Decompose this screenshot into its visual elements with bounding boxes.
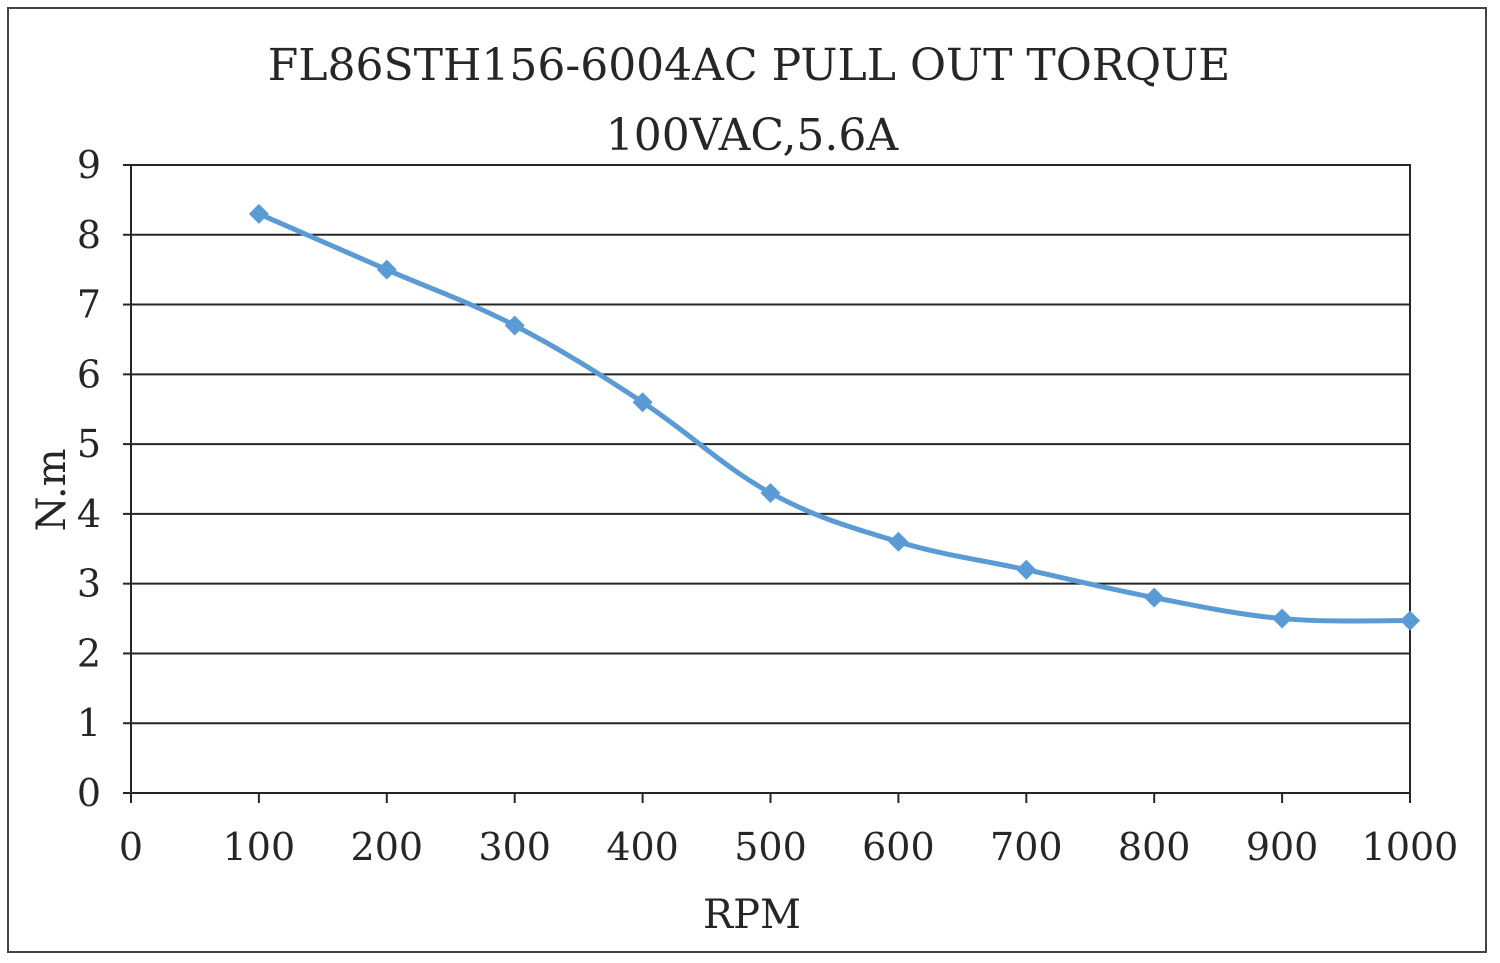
data-point-marker [888, 531, 909, 552]
x-tick-label: 0 [119, 825, 143, 869]
y-tick-label: 0 [77, 771, 101, 815]
y-axis-label: N.m [29, 448, 75, 531]
y-tick-label: 7 [77, 283, 101, 327]
x-tick-label: 400 [606, 825, 679, 869]
x-tick-label: 900 [1246, 825, 1319, 869]
gridlines [131, 233, 1410, 725]
y-tick-label: 8 [77, 213, 101, 257]
x-axis-label: RPM [703, 892, 801, 938]
x-tick-label: 200 [351, 825, 424, 869]
x-tick-label: 800 [1118, 825, 1191, 869]
y-tick-label: 3 [77, 562, 101, 606]
y-tick-label: 6 [77, 352, 101, 396]
y-tick-label: 9 [77, 143, 101, 187]
data-point-marker [1144, 587, 1165, 608]
series-line [256, 211, 1413, 624]
y-tick-label: 5 [77, 422, 101, 466]
x-tick-label: 1000 [1362, 825, 1459, 869]
data-point-marker [376, 259, 397, 280]
series-layer [248, 203, 1420, 631]
chart-title: FL86STH156-6004AC PULL OUT TORQUE [268, 40, 1231, 91]
plot-area [130, 164, 1411, 794]
axes: 0 1 2 3 4 5 6 7 8 9 0 100 200 300 400 500 600 700 800 900 10… [77, 143, 1459, 869]
x-tick-label: 700 [990, 825, 1063, 869]
x-tick-label: 500 [734, 825, 807, 869]
data-point-marker [1272, 608, 1293, 629]
x-tick-label: 100 [223, 825, 296, 869]
data-point-marker [1016, 559, 1037, 580]
y-tick-label: 1 [77, 701, 101, 745]
y-tick-label: 4 [77, 492, 101, 536]
x-tick-label: 300 [478, 825, 551, 869]
x-tick-label: 600 [862, 825, 935, 869]
data-point-marker [504, 315, 525, 336]
y-tick-label: 2 [77, 631, 101, 675]
data-point-marker [1400, 610, 1420, 631]
data-point-marker [632, 392, 653, 413]
data-point-marker [248, 203, 269, 224]
chart-subtitle: 100VAC,5.6A [606, 110, 900, 161]
data-point-marker [760, 482, 781, 503]
